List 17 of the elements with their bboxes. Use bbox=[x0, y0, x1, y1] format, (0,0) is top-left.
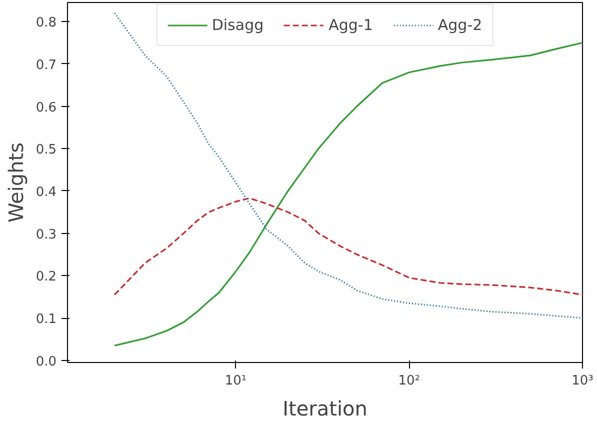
y-tick-label: 0.5 bbox=[36, 142, 57, 158]
y-tick-label: 0.8 bbox=[36, 16, 57, 31]
y-tick-label: 0.4 bbox=[36, 184, 57, 200]
x-tick-label: 10¹ bbox=[224, 374, 247, 388]
y-axis-title: Weights bbox=[4, 142, 28, 223]
x-tick-label: 10³ bbox=[572, 374, 594, 388]
y-tick-label: 0.0 bbox=[36, 354, 57, 370]
legend-label: Disagg bbox=[212, 16, 264, 34]
legend-label: Agg-1 bbox=[328, 16, 373, 34]
y-tick-label: 0.1 bbox=[36, 312, 57, 328]
y-tick-label: 0.7 bbox=[36, 58, 57, 73]
x-axis-title: Iteration bbox=[282, 396, 368, 420]
legend-label: Agg-2 bbox=[438, 16, 482, 34]
x-tick-label: 10² bbox=[398, 374, 420, 388]
y-tick-label: 0.6 bbox=[36, 100, 57, 116]
y-tick-label: 0.2 bbox=[36, 270, 57, 285]
y-tick-label: 0.3 bbox=[36, 227, 57, 242]
